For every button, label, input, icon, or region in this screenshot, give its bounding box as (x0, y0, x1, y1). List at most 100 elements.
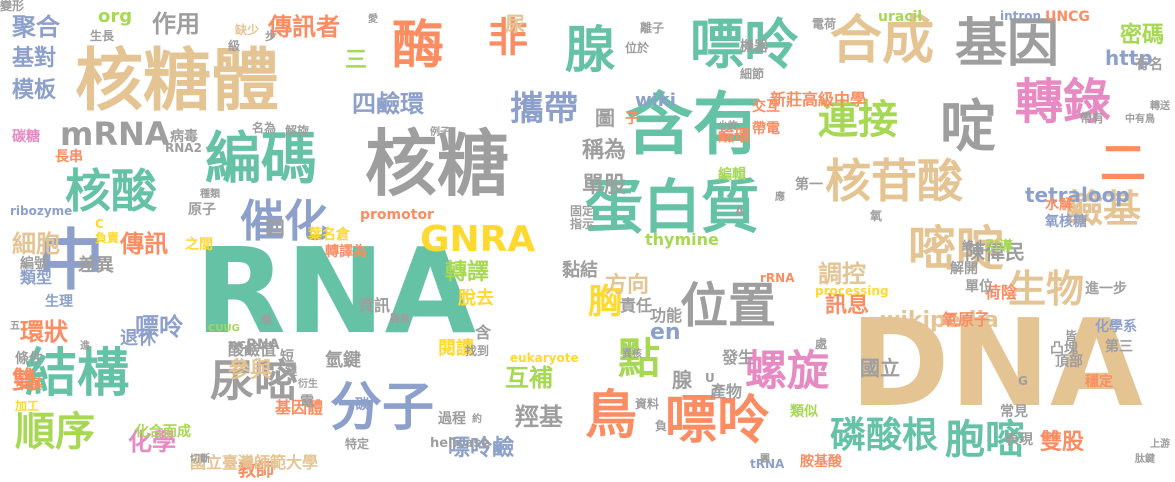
cloud-word: 氧核糖 (1045, 214, 1087, 230)
cloud-word: UNCG (1045, 9, 1090, 25)
cloud-word: 核酸 (65, 164, 157, 218)
cloud-word: 嘌呤鹼 (448, 436, 515, 461)
cloud-word: 應 (775, 192, 785, 203)
cloud-word: 退休 (120, 328, 156, 349)
cloud-word: 編號 (20, 256, 48, 272)
cloud-word: 基因 (955, 14, 1060, 74)
cloud-word: 異核 (622, 349, 642, 360)
cloud-word: 順序 (15, 409, 95, 455)
cloud-word: tRNA (750, 457, 785, 471)
cloud-word: 基因體 (275, 398, 324, 417)
cloud-word: 位於 (625, 41, 650, 55)
cloud-word: 短 (280, 349, 294, 365)
cloud-word: 過程 (438, 411, 466, 427)
cloud-word: 酶 (392, 16, 445, 76)
cloud-word: 愛 (368, 14, 378, 25)
cloud-word: 羥基 (515, 403, 563, 431)
cloud-word: 生物 (1008, 267, 1085, 311)
cloud-word: eukaryote (510, 351, 579, 365)
cloud-word: 電 (300, 394, 314, 410)
cloud-word: 生理 (45, 294, 73, 310)
cloud-word: 酸鹼值 (228, 340, 277, 359)
cloud-word: 交互 (752, 99, 780, 115)
cloud-word: 腺 (565, 21, 615, 79)
cloud-word: 單位 (965, 279, 993, 295)
cloud-word: 終止 (962, 239, 987, 253)
cloud-word: 電荷 (812, 17, 837, 31)
cloud-word: 位置 (680, 278, 777, 334)
cloud-word: 子 (625, 111, 639, 127)
cloud-word: 腺 (672, 368, 692, 392)
cloud-word: 穩定 (1085, 374, 1113, 390)
cloud-word: 轉送 (1150, 101, 1170, 112)
cloud-word: 雙股 (1040, 430, 1085, 455)
cloud-word: 進一步 (1085, 281, 1127, 297)
cloud-word: 互補 (505, 364, 553, 392)
cloud-word: 缺少 (235, 23, 260, 37)
cloud-word: 合成 (830, 11, 935, 71)
cloud-word: ribozyme (10, 204, 73, 218)
cloud-word: promotor (360, 207, 434, 223)
cloud-word: RNA (195, 222, 476, 360)
cloud-word: 加工 (15, 399, 40, 413)
cloud-word: 化合而成 (135, 424, 191, 440)
cloud-word: 種類 (200, 189, 220, 200)
cloud-word: 名為 (252, 121, 277, 135)
cloud-word: 資料 (635, 397, 660, 411)
cloud-word: 責任 (620, 296, 653, 315)
cloud-word: 差異 (78, 255, 114, 276)
cloud-word: 鳥 (585, 386, 638, 446)
cloud-word: 氫鍵 (325, 350, 361, 371)
cloud-word: 引導 (985, 239, 1013, 255)
cloud-word: 轉譯 (445, 260, 490, 285)
cloud-word: 生長 (90, 29, 115, 43)
cloud-word: org (98, 6, 133, 27)
cloud-word: 結構 (25, 344, 130, 404)
cloud-word: 非 (488, 15, 528, 61)
cloud-word: 發生 (722, 348, 755, 367)
cloud-word: 化學 (128, 428, 176, 456)
cloud-word: 中 (38, 222, 104, 299)
cloud-word: DNA (850, 295, 1143, 434)
cloud-word: 國立臺灣師範大學 (190, 453, 319, 472)
cloud-word: 離子 (640, 21, 665, 35)
cloud-word: 例子 (430, 127, 450, 138)
cloud-word: 傳訊者 (268, 13, 340, 41)
cloud-word: 碳糖 (12, 129, 40, 145)
cloud-word: 作用 (152, 10, 200, 38)
cloud-word: RNA2 (165, 141, 202, 155)
cloud-word: 螺旋 (745, 346, 830, 395)
cloud-word: 胞嘧 (945, 417, 1025, 463)
cloud-word: 嘌呤 (690, 13, 798, 76)
cloud-word: 圖 (595, 106, 615, 130)
cloud-word: 鹼環 (718, 126, 751, 145)
cloud-word: 胺基酸 (800, 454, 842, 470)
cloud-word: 水解 (1045, 197, 1073, 213)
cloud-word: 胸 (588, 282, 622, 322)
cloud-word: 基對 (12, 46, 57, 71)
cloud-word: 約 (472, 414, 482, 425)
cloud-word: 帶電 (752, 121, 780, 137)
cloud-word: thymine (645, 230, 719, 249)
cloud-word: 細節 (740, 67, 765, 81)
cloud-word: 類似 (790, 404, 818, 420)
cloud-word: 含有 (625, 86, 762, 165)
cloud-word: 凸塊 (1050, 341, 1078, 357)
cloud-word: 找到 (465, 344, 490, 358)
cloud-word: 轉錄 (1015, 74, 1112, 130)
cloud-word: 氧 (870, 209, 883, 223)
cloud-word: 團 (760, 454, 770, 465)
cloud-word: 類型 (20, 268, 53, 287)
cloud-word: 碳 (355, 397, 369, 413)
cloud-word: 編輯 (718, 167, 746, 183)
cloud-word: 負 (655, 419, 668, 433)
cloud-word: 化學系 (1095, 319, 1137, 335)
cloud-word: 機器 (740, 39, 768, 55)
cloud-word: 四鹼環 (352, 90, 424, 118)
cloud-word: 級 (228, 39, 241, 53)
cloud-word: mRNA (60, 115, 170, 153)
cloud-word: 模板 (12, 78, 57, 103)
cloud-word: 細胞 (12, 230, 60, 258)
cloud-word: 攜帶 (510, 89, 578, 129)
cloud-word: 學 (260, 314, 273, 328)
